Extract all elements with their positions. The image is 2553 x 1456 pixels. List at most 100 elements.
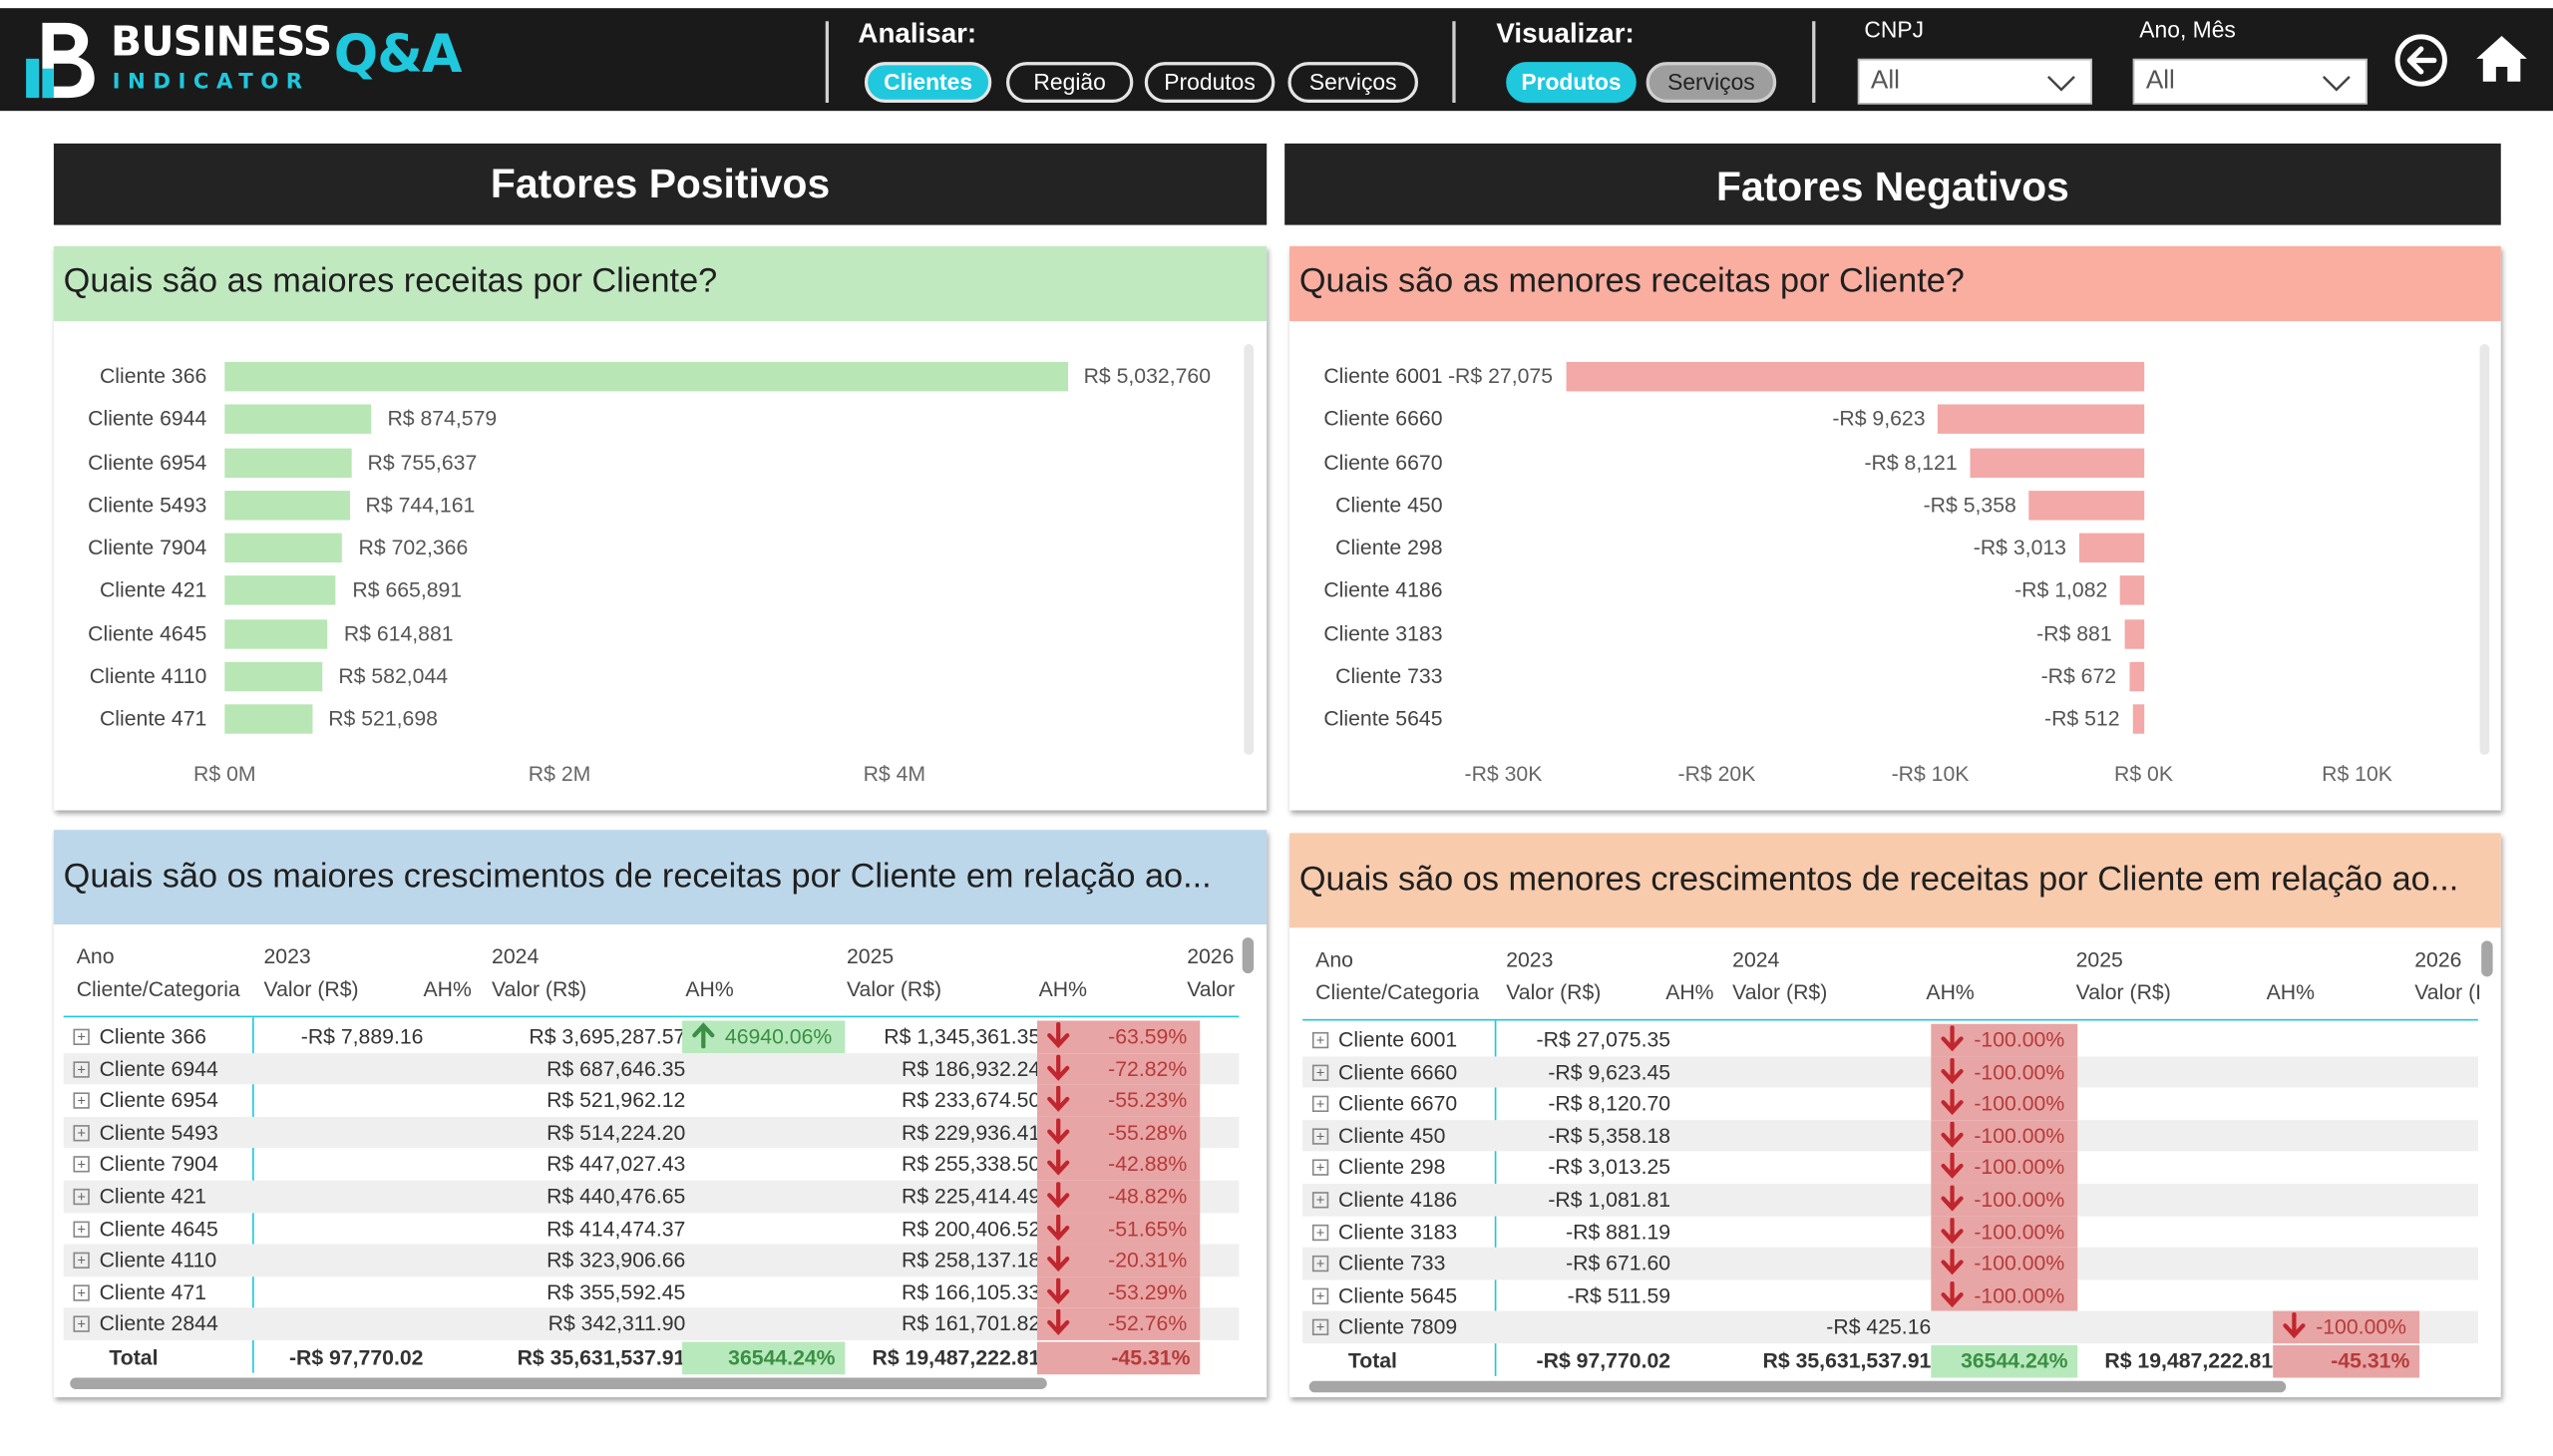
table-row[interactable]: + Cliente 3183 -R$ 881.19 -100.00% (1302, 1216, 2478, 1249)
horizontal-scrollbar[interactable] (1308, 1380, 2287, 1393)
expand-icon[interactable]: + (73, 1316, 90, 1333)
expand-icon[interactable]: + (1311, 1319, 1329, 1336)
total-ah-cell: 36544.24% (1931, 1344, 2078, 1377)
bar[interactable] (1970, 447, 2144, 478)
col-header-cliente: Cliente/Categoria (1315, 979, 1480, 1005)
expand-icon[interactable]: + (1311, 1192, 1329, 1209)
table-row[interactable]: + Cliente 7809 -R$ 425.16 -100.00% (1302, 1311, 2478, 1344)
horizontal-scrollbar[interactable] (70, 1377, 1047, 1389)
bar[interactable] (224, 447, 352, 478)
bar-category-label: Cliente 6944 (88, 406, 207, 432)
back-arrow-icon[interactable] (2393, 33, 2449, 89)
bar[interactable] (2124, 618, 2144, 648)
bar-category-label: Cliente 6001 (1323, 363, 1443, 389)
home-icon[interactable] (2475, 33, 2529, 85)
table-row[interactable]: + Cliente 5645 -R$ 511.59 -100.00% (1302, 1279, 2478, 1312)
bar[interactable] (224, 618, 328, 648)
expand-icon[interactable]: + (73, 1188, 90, 1206)
expand-icon[interactable]: + (73, 1092, 90, 1110)
expand-icon[interactable]: + (73, 1028, 90, 1045)
cnpj-dropdown[interactable]: All (1857, 58, 2092, 105)
bar[interactable] (224, 661, 323, 691)
table-row[interactable]: + Cliente 6670 -R$ 8,120.70 -100.00% (1302, 1087, 2478, 1120)
table-row[interactable]: + Cliente 471 R$ 355,592.45 R$ 166,105.33 -5… (64, 1275, 1240, 1308)
row-name: Cliente 450 (1338, 1123, 1446, 1148)
expand-icon[interactable]: + (1311, 1095, 1329, 1113)
table-row[interactable]: + Cliente 4110 R$ 323,906.66 R$ 258,137.18 -… (63, 1244, 1240, 1276)
vertical-scrollbar[interactable] (2479, 343, 2490, 755)
bar[interactable] (224, 575, 337, 605)
expand-icon[interactable]: + (73, 1220, 90, 1238)
analisar-regiao-button[interactable]: Região (1005, 62, 1134, 104)
col-header-ah: AH% (423, 976, 472, 1001)
bar[interactable] (1938, 404, 2144, 435)
table-row[interactable]: + Cliente 421 R$ 440,476.65 R$ 225,414.49 -4… (63, 1180, 1240, 1213)
bar[interactable] (224, 361, 1068, 392)
table-row[interactable]: + Cliente 450 -R$ 5,358.18 -100.00% (1302, 1119, 2478, 1152)
table-row[interactable]: + Cliente 7904 R$ 447,027.43 R$ 255,338.50 -… (64, 1148, 1240, 1181)
table-row[interactable]: + Cliente 298 -R$ 3,013.25 -100.00% (1302, 1151, 2478, 1184)
value-cell: -R$ 511.59 (1567, 1282, 1671, 1307)
expand-icon[interactable]: + (1311, 1128, 1329, 1145)
expand-icon[interactable]: + (1311, 1224, 1329, 1241)
table-row[interactable]: + Cliente 6660 -R$ 9,623.45 -100.00% (1302, 1055, 2478, 1088)
analisar-produtos-button[interactable]: Produtos (1144, 62, 1276, 104)
value-cell: -R$ 7,889.16 (300, 1023, 424, 1049)
bar[interactable] (2028, 490, 2144, 521)
bar[interactable] (2132, 704, 2144, 734)
ah-value: -100.00% (1974, 1091, 2065, 1116)
bar[interactable] (2129, 661, 2144, 691)
table-row[interactable]: + Cliente 733 -R$ 671.60 -100.00% (1302, 1248, 2478, 1280)
analisar-servicos-button[interactable]: Serviços (1287, 62, 1419, 104)
expand-icon[interactable]: + (73, 1252, 90, 1270)
anomes-dropdown[interactable]: All (2132, 58, 2368, 105)
bar-value-label: R$ 521,698 (328, 705, 438, 731)
arrow-down-icon (1047, 1118, 1070, 1145)
analisar-clientes-button[interactable]: Clientes (864, 62, 992, 104)
arrow-down-icon (1047, 1246, 1070, 1273)
ah-value: -42.88% (1108, 1151, 1188, 1177)
expand-icon[interactable]: + (1311, 1031, 1329, 1049)
bar-value-label: R$ 614,881 (343, 620, 454, 645)
table-row[interactable]: + Cliente 6001 -R$ 27,075.35 -100.00% (1302, 1023, 2478, 1056)
bar[interactable] (224, 704, 312, 734)
vertical-scrollbar[interactable] (1244, 343, 1255, 755)
bar-value-label: R$ 582,044 (338, 663, 449, 688)
bar[interactable] (224, 533, 343, 563)
visualizar-servicos-button[interactable]: Serviços (1645, 62, 1777, 104)
table-row[interactable]: + Cliente 4186 -R$ 1,081.81 -100.00% (1302, 1183, 2478, 1217)
table-row[interactable]: + Cliente 6944 R$ 687,646.35 R$ 186,932.24 -… (63, 1052, 1240, 1085)
vertical-scrollbar[interactable] (1242, 937, 1255, 974)
bar[interactable] (2079, 533, 2144, 563)
expand-icon[interactable]: + (73, 1284, 90, 1301)
bar[interactable] (2120, 575, 2144, 605)
table-row[interactable]: + Cliente 6954 R$ 521,962.12 R$ 233,674.50 -… (64, 1084, 1240, 1117)
arrow-down-icon (1047, 1309, 1070, 1336)
bar-category-label: Cliente 450 (1335, 492, 1443, 517)
bar[interactable] (224, 490, 350, 521)
expand-icon[interactable]: + (73, 1156, 90, 1174)
visualizar-produtos-button[interactable]: Produtos (1506, 62, 1637, 104)
header-divider (1302, 1018, 2478, 1021)
expand-icon[interactable]: + (1311, 1287, 1329, 1304)
section-header-positive: Fatores Positivos (53, 143, 1268, 225)
bar[interactable] (1566, 361, 2144, 392)
expand-icon[interactable]: + (1311, 1160, 1329, 1177)
expand-icon[interactable]: + (73, 1060, 90, 1078)
col-header-ano: Ano (76, 943, 115, 969)
table-row[interactable]: + Cliente 2844 R$ 342,311.90 R$ 161,701.82 -… (63, 1307, 1240, 1340)
table-row[interactable]: + Cliente 4645 R$ 414,474.37 R$ 200,406.52 -… (64, 1212, 1240, 1245)
ah-value: -100.00% (2316, 1314, 2407, 1339)
anomes-value: All (2145, 67, 2175, 95)
table-row[interactable]: + Cliente 366 -R$ 7,889.16 R$ 3,695,287.57 4… (64, 1020, 1240, 1053)
ah-cell: -100.00% (1931, 1183, 2078, 1217)
bar[interactable] (224, 404, 372, 435)
vertical-scrollbar[interactable] (2481, 940, 2493, 977)
expand-icon[interactable]: + (73, 1124, 90, 1142)
value-cell: R$ 233,674.50 (902, 1087, 1041, 1113)
table-row[interactable]: + Cliente 5493 R$ 514,224.20 R$ 229,936.41 -… (63, 1116, 1240, 1149)
expand-icon[interactable]: + (1311, 1256, 1329, 1273)
expand-icon[interactable]: + (1311, 1063, 1329, 1081)
row-name: Cliente 5493 (99, 1119, 218, 1145)
bar-value-label: R$ 665,891 (352, 577, 463, 602)
